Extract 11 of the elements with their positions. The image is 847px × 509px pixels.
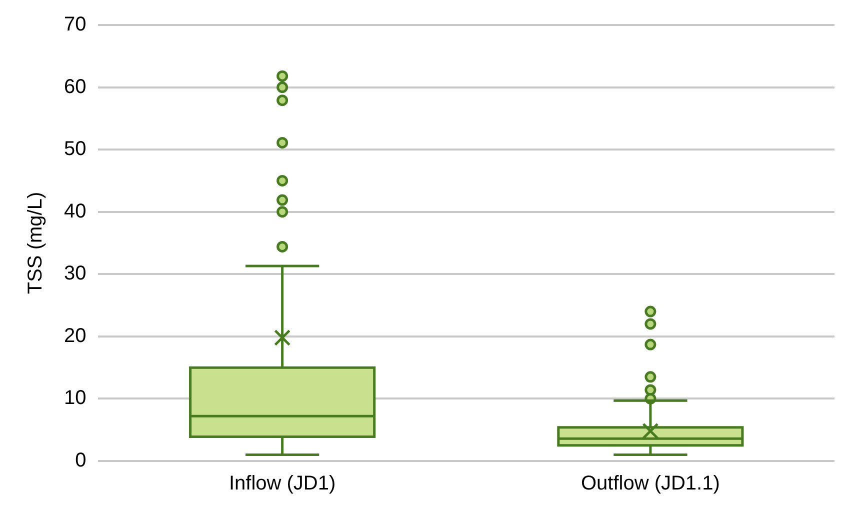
- y-tick-label: 20: [64, 324, 86, 347]
- y-tick-label: 40: [64, 200, 86, 222]
- y-tick-label: 10: [64, 387, 86, 410]
- y-axis-title: TSS (mg/L): [24, 192, 47, 294]
- y-tick-label: 0: [75, 450, 86, 472]
- y-tick-label: 60: [64, 76, 86, 98]
- y-tick-label: 30: [64, 262, 86, 285]
- y-tick-label: 50: [64, 138, 86, 160]
- y-tick-label: 70: [64, 14, 86, 36]
- x-tick-label: Inflow (JD1): [228, 472, 336, 495]
- x-tick-label: Outflow (JD1.1): [580, 472, 720, 495]
